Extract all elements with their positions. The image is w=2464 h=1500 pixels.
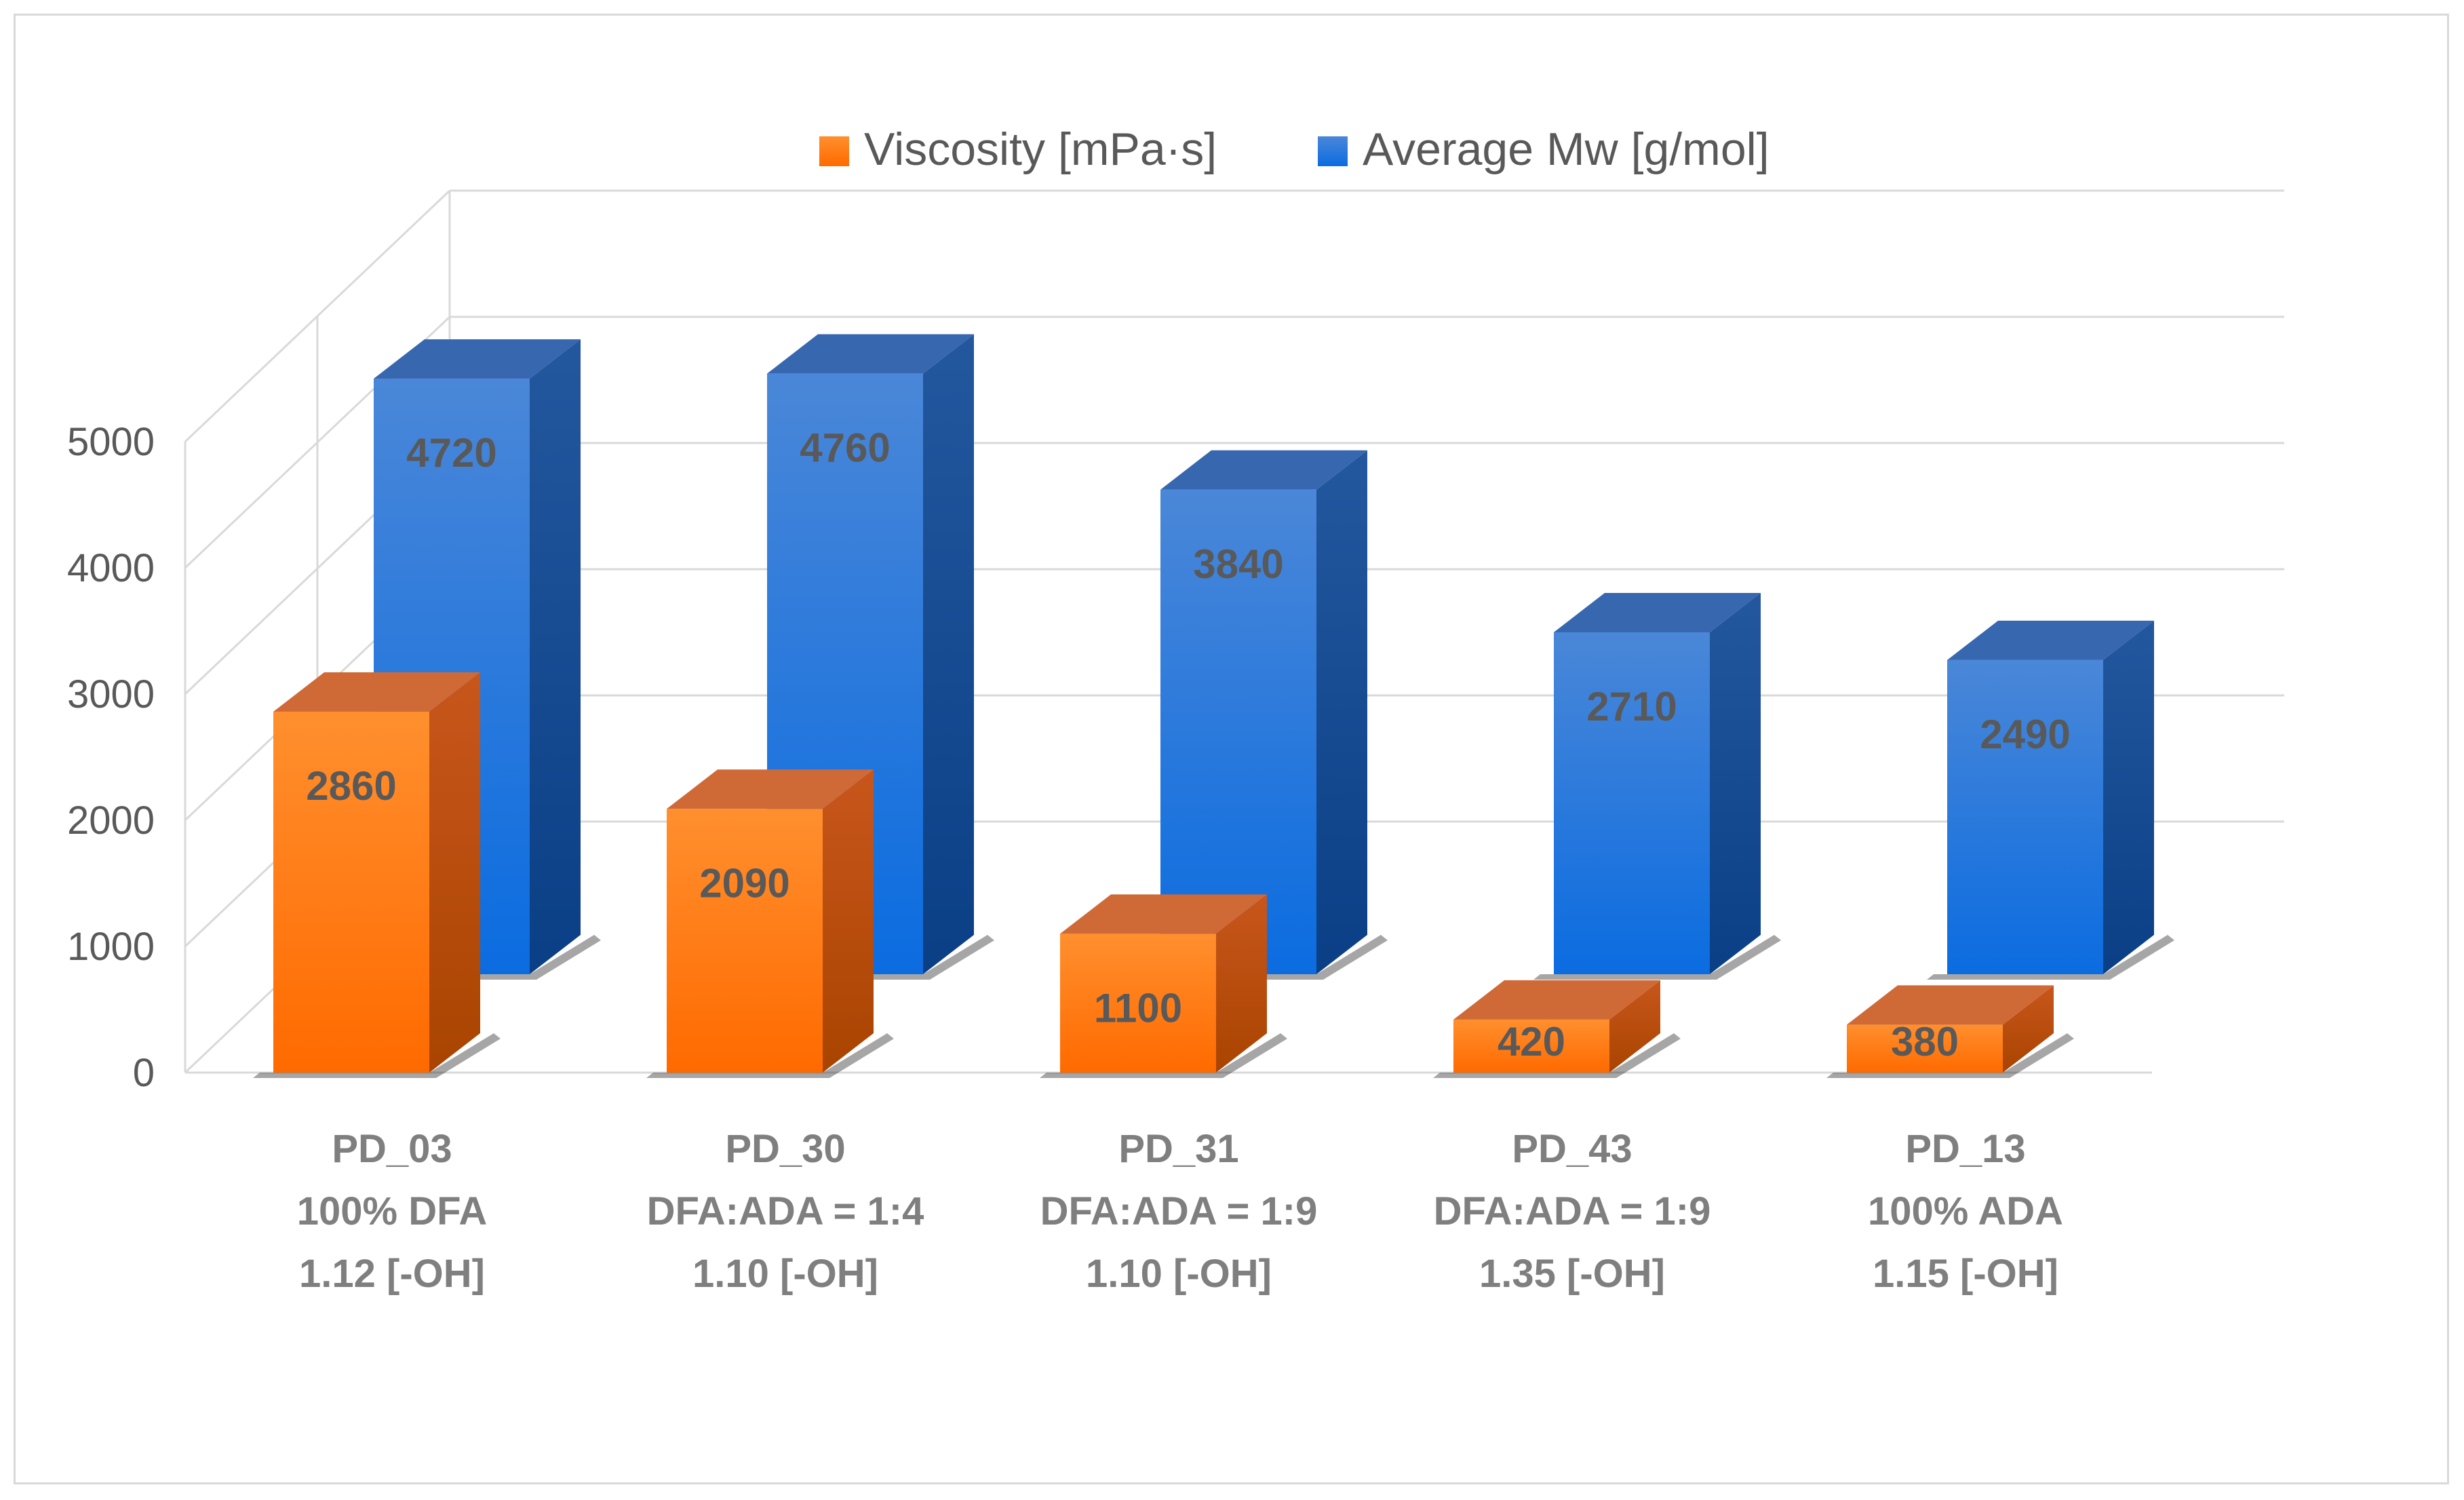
bar-mw-top	[374, 339, 581, 379]
bar-shadow	[1826, 1033, 2074, 1078]
bar-mw-side	[530, 339, 581, 975]
x-category-label: 100% ADA	[1868, 1189, 2063, 1233]
x-category-label: PD_13	[1905, 1127, 2025, 1171]
data-label: 1100	[1094, 985, 1182, 1031]
bar-chart: 0 1000 2000 3000 4000 5000 4720 4760 3840 2710 249…	[67, 123, 2284, 1296]
bar-viscosity-side	[823, 769, 874, 1073]
bar-mw-top	[767, 334, 974, 374]
legend-entry: Viscosity [mPa·s]	[864, 123, 1217, 175]
bar-shadow	[646, 1033, 894, 1078]
bars-layer	[273, 334, 2154, 1073]
x-category-label: 100% DFA	[297, 1189, 487, 1233]
x-category-label: 1.10 [-OH]	[692, 1252, 878, 1296]
data-label: 2490	[1980, 712, 2070, 757]
bar-viscosity-front	[273, 712, 429, 1073]
bar-viscosity-top	[1060, 894, 1267, 934]
bar-mw-front	[1947, 659, 2103, 974]
x-category-label: DFA:ADA = 1:9	[1434, 1189, 1711, 1233]
x-category-label: PD_30	[725, 1127, 845, 1171]
y-tick-label: 1000	[67, 925, 155, 969]
bar-mw-top	[1947, 620, 2154, 660]
data-label: 2860	[306, 763, 396, 809]
bar-mw-top	[1160, 450, 1367, 490]
bar-mw-front	[1554, 632, 1710, 974]
bar-mw-side	[2103, 620, 2154, 974]
bar-mw-front	[1160, 489, 1316, 974]
x-category-label: 1.35 [-OH]	[1479, 1252, 1665, 1296]
bar-viscosity-front	[1060, 934, 1216, 1073]
bar-shadow	[1927, 935, 2174, 980]
x-category-label: PD_03	[332, 1127, 452, 1171]
data-label: 3840	[1193, 541, 1283, 587]
bar-viscosity-side	[1216, 894, 1267, 1073]
y-tick-label: 4000	[67, 546, 155, 590]
data-label: 4720	[406, 430, 496, 476]
bar-viscosity-front	[1453, 1019, 1609, 1073]
bar-viscosity-top	[1847, 985, 2054, 1025]
x-category-label: DFA:ADA = 1:9	[1040, 1189, 1318, 1233]
bar-mw-side	[1316, 450, 1367, 974]
bar-viscosity-side	[429, 672, 480, 1073]
chart-frame: 0 1000 2000 3000 4000 5000 4720 4760 3840 2710 249…	[14, 14, 2449, 1484]
bar-shadow	[1433, 1033, 1681, 1078]
bar-viscosity-side	[2003, 985, 2054, 1073]
data-label: 380	[1891, 1019, 1959, 1064]
y-tick-label: 2000	[67, 799, 155, 843]
legend-entry: Average Mw [g/mol]	[1363, 123, 1769, 175]
bar-viscosity-side	[1609, 980, 1660, 1073]
x-category-label: 1.10 [-OH]	[1086, 1252, 1272, 1296]
bar-viscosity-top	[273, 672, 480, 712]
x-category-label: PD_31	[1118, 1127, 1238, 1171]
bar-viscosity-top	[1453, 980, 1660, 1020]
y-tick-label: 5000	[67, 420, 155, 464]
bar-shadow	[1533, 935, 1781, 980]
data-label: 2090	[699, 860, 789, 906]
labels-layer: 0 1000 2000 3000 4000 5000 4720 4760 3840 2710 249…	[67, 420, 2071, 1296]
bar-viscosity-top	[667, 769, 874, 809]
bar-shadow	[1040, 1033, 1287, 1078]
data-label: 2710	[1586, 684, 1677, 729]
data-label: 420	[1498, 1019, 1565, 1064]
bar-shadow	[253, 1033, 501, 1078]
x-category-label: PD_43	[1512, 1127, 1632, 1171]
x-category-label: 1.15 [-OH]	[1873, 1252, 2058, 1296]
data-label: 4760	[800, 425, 890, 471]
x-category-label: DFA:ADA = 1:4	[647, 1189, 924, 1233]
bar-mw-top	[1554, 592, 1761, 632]
legend-swatch	[819, 136, 849, 166]
bar-viscosity-front	[1847, 1024, 2003, 1073]
y-tick-label: 3000	[67, 672, 155, 716]
gridline-diagonal	[184, 189, 451, 443]
bar-mw-side	[1710, 592, 1761, 974]
y-tick-label: 0	[133, 1051, 155, 1095]
legend-swatch	[1318, 136, 1348, 166]
bar-mw-side	[923, 334, 974, 974]
legend: Viscosity [mPa·s] Average Mw [g/mol]	[819, 123, 1769, 175]
bar-viscosity-front	[667, 809, 823, 1073]
x-category-label: 1.12 [-OH]	[299, 1252, 485, 1296]
